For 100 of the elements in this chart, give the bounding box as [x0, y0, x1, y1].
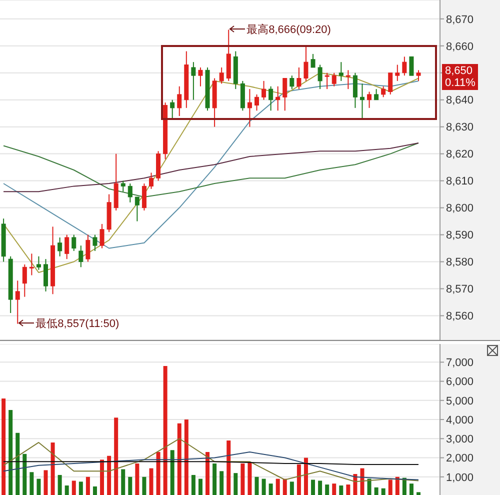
- annotation: 最高8,666(09:20): [246, 22, 331, 37]
- bar: [220, 471, 224, 495]
- candlestick: [72, 234, 76, 252]
- candlestick: [381, 86, 386, 98]
- bar: [318, 480, 322, 495]
- y-tick-label: 5,000: [446, 395, 474, 408]
- candlestick: [219, 66, 224, 84]
- text: 0.11%: [445, 76, 476, 89]
- bar: [332, 484, 336, 495]
- bar: [50, 442, 55, 495]
- bar: [114, 418, 118, 495]
- candlestick: [290, 75, 294, 90]
- candlestick: [134, 196, 140, 222]
- bar: [78, 482, 83, 495]
- bar: [395, 476, 400, 495]
- candlestick: [262, 80, 266, 100]
- bar: [388, 480, 392, 495]
- y-tick-label: 8,560: [446, 310, 474, 323]
- bar: [156, 452, 160, 495]
- y-tick-label: 7,000: [446, 357, 474, 370]
- y-tick-label: 1,000: [446, 472, 474, 484]
- candlestick: [29, 253, 34, 276]
- bar: [198, 478, 202, 495]
- y-tick-label: 8,640: [446, 94, 474, 107]
- bar: [325, 484, 330, 495]
- bar: [276, 478, 280, 495]
- bar: [135, 463, 140, 495]
- bar: [30, 472, 34, 495]
- candlestick: [247, 88, 252, 128]
- bar: [149, 468, 154, 495]
- candlestick: [374, 88, 379, 100]
- bar: [212, 463, 217, 495]
- bar: [16, 432, 20, 495]
- candlestick: [332, 72, 336, 87]
- candlestick: [191, 62, 196, 100]
- bar: [226, 440, 231, 495]
- candlestick: [170, 99, 175, 120]
- y-tick-label: 8,570: [446, 284, 474, 296]
- candlestick: [177, 86, 182, 117]
- bar: [402, 478, 406, 495]
- y-tick-label: 2,000: [446, 452, 474, 465]
- candlestick: [310, 53, 316, 68]
- bar: [107, 456, 112, 495]
- candlestick: [296, 66, 302, 90]
- bar: [311, 480, 316, 495]
- bar: [44, 470, 48, 495]
- line-series: [3, 438, 419, 482]
- bar: [206, 452, 210, 495]
- bar: [381, 488, 386, 495]
- bar: [374, 487, 378, 495]
- y-tick-label: 6,000: [446, 376, 474, 388]
- y-tick-label: 8,670: [446, 14, 474, 26]
- bar: [184, 420, 188, 495]
- candlestick: [367, 91, 372, 108]
- bar: [416, 492, 421, 495]
- candlestick: [416, 70, 421, 82]
- candlestick: [254, 94, 259, 112]
- bar: [191, 474, 196, 495]
- bar: [177, 423, 182, 495]
- text: 8,650: [445, 64, 474, 77]
- candlestick: [402, 56, 407, 76]
- candlestick: [318, 64, 322, 90]
- y-tick-label: 8,580: [446, 256, 474, 269]
- candlestick: [86, 234, 90, 262]
- bar: [367, 478, 372, 495]
- candlestick: [409, 56, 414, 76]
- candlestick: [100, 223, 104, 249]
- candlestick: [360, 83, 364, 120]
- bar: [22, 454, 27, 495]
- bar: [339, 485, 344, 495]
- bar: [2, 398, 6, 495]
- y-tick-label: 4,000: [446, 414, 474, 426]
- candlestick: [198, 66, 203, 87]
- candlestick: [388, 72, 393, 95]
- line-series: [3, 452, 419, 480]
- bar: [128, 476, 132, 495]
- y-tick-label: 8,590: [446, 230, 474, 242]
- candlestick: [22, 264, 27, 298]
- y-tick-label: 8,620: [446, 148, 474, 161]
- bar: [262, 478, 266, 495]
- bar: [360, 468, 364, 495]
- bar: [248, 462, 252, 495]
- bar: [58, 474, 62, 495]
- bar: [100, 460, 104, 495]
- candlestick: [304, 45, 308, 82]
- candlestick: [92, 234, 98, 252]
- candlestick: [338, 62, 344, 82]
- bar: [409, 484, 414, 495]
- annotation: 最低8,557(11:50): [36, 316, 120, 331]
- bar: [170, 450, 174, 495]
- candlestick: [142, 182, 146, 211]
- candlestick: [276, 86, 280, 112]
- bar: [296, 464, 301, 495]
- y-tick-label: 8,630: [446, 122, 474, 134]
- candlestick: [64, 234, 70, 260]
- bar: [121, 469, 126, 495]
- candlestick: [120, 180, 126, 192]
- bar: [268, 484, 273, 495]
- bar: [346, 484, 350, 495]
- candlestick: [352, 72, 358, 108]
